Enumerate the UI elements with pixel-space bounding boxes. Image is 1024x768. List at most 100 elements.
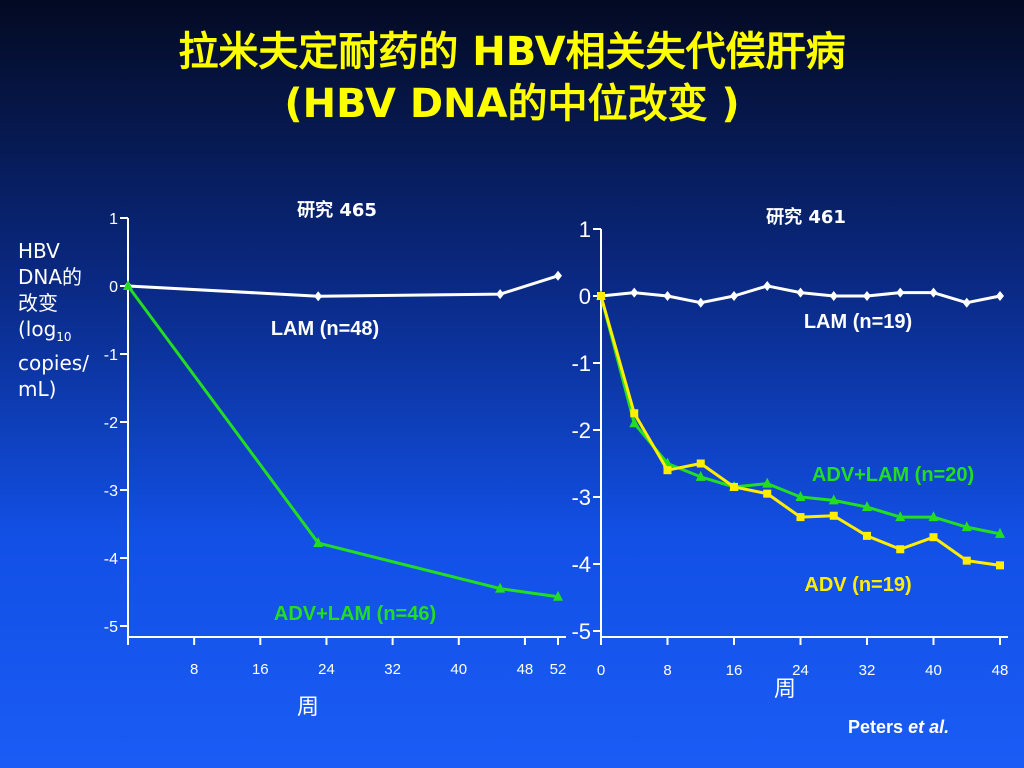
y-axis-label-line3: 改变 (18, 291, 58, 315)
y-tick-label: 0 (109, 279, 118, 296)
data-point-square (829, 511, 838, 520)
y-tick-label: 1 (109, 211, 118, 228)
y-tick-label: -3 (104, 483, 118, 500)
series-label: ADV+LAM (n=20) (812, 464, 974, 486)
data-point-square (730, 482, 738, 491)
data-point-diamond (829, 291, 838, 301)
series-adv-lam: ADV+LAM (n=20) (596, 290, 1005, 538)
y-tick-label: -2 (571, 418, 591, 443)
x-tick-label: 48 (517, 661, 534, 678)
x-axis-title: 周 (297, 695, 319, 720)
data-point-triangle (629, 417, 640, 428)
x-tick-label: 24 (318, 661, 335, 678)
citation-author: Peters (848, 717, 904, 737)
y-axis-label-log: (log (18, 317, 57, 341)
data-point-triangle (695, 470, 706, 481)
data-point-square (896, 545, 905, 554)
data-point-triangle (123, 280, 133, 290)
x-tick-label: 40 (925, 662, 942, 679)
data-point-triangle (553, 590, 563, 601)
data-point-square (962, 556, 971, 565)
y-tick-label: -4 (571, 552, 591, 577)
data-point-diamond (896, 287, 905, 298)
series-line (127, 274, 559, 298)
y-tick-label: -5 (571, 619, 591, 644)
panel-title: 研究 461 (766, 206, 846, 228)
data-point-diamond (696, 297, 705, 308)
y-axis-label-line4: (log10 (18, 316, 100, 350)
data-point-triangle (862, 501, 872, 512)
data-point-triangle (928, 511, 939, 522)
y-tick-label: 1 (579, 217, 591, 242)
y-axis-label-line2: DNA的 (18, 265, 83, 289)
slide-title-line1: 拉米夫定耐药的 HBV相关失代偿肝病 (178, 29, 846, 75)
series-lam: LAM (n=48) (124, 270, 562, 340)
data-point-diamond (730, 291, 738, 301)
series-label: LAM (n=19) (804, 311, 912, 333)
x-tick-label: 32 (859, 662, 876, 679)
data-point-diamond (962, 297, 971, 308)
y-axis-label-line5: copies/ (18, 351, 89, 375)
x-tick-label: 40 (450, 661, 467, 678)
data-point-diamond (796, 287, 805, 298)
x-axis-title: 周 (774, 677, 796, 702)
x-tick-label: 8 (663, 662, 671, 679)
x-tick-label: 32 (384, 661, 401, 678)
y-axis-label-line6: mL) (18, 377, 57, 401)
data-point-square (597, 292, 605, 300)
data-point-diamond (763, 280, 772, 291)
y-tick-label: 0 (579, 284, 591, 309)
series-adv: ADV (n=19) (597, 292, 1004, 596)
series-line (126, 285, 559, 599)
data-point-diamond (554, 270, 562, 281)
chart-2: 1 0 -1 -2 -3 -4 -5 0 8 16 24 32 40 48 研究 461 周 LAM (n=19… (571, 206, 1008, 702)
x-tick-label: 8 (190, 661, 198, 678)
y-tick-label: -4 (104, 551, 118, 568)
y-tick-label: -5 (104, 619, 118, 636)
y-tick-label: -2 (104, 415, 118, 432)
data-point-triangle (995, 527, 1005, 538)
series-label: LAM (n=48) (271, 318, 379, 340)
citation-etal: et al. (908, 717, 950, 737)
data-point-square (763, 489, 772, 498)
series-line (599, 295, 1001, 567)
chart-1: 1 0 -1 -2 -3 -4 -5 8 16 24 32 40 48 52 研究 465 周 LAM (n=4… (104, 199, 567, 720)
x-tick-label: 24 (792, 662, 809, 679)
data-point-diamond (663, 291, 672, 301)
data-point-diamond (929, 287, 938, 298)
data-point-square (929, 533, 938, 542)
x-tick-label: 52 (550, 661, 567, 678)
y-axis-label-line1: HBV (18, 239, 60, 263)
data-point-diamond (630, 287, 639, 298)
y-axis-label-log-base: 10 (56, 330, 72, 344)
data-point-square (663, 466, 672, 475)
x-tick-label: 16 (726, 662, 743, 679)
data-point-diamond (496, 289, 505, 300)
y-tick-label: -1 (571, 351, 591, 376)
series-lam: LAM (n=19) (597, 280, 1004, 333)
data-point-square (630, 409, 639, 418)
data-point-square (796, 513, 805, 522)
x-tick-label: 0 (597, 662, 605, 679)
data-point-triangle (895, 511, 906, 522)
data-point-triangle (828, 494, 839, 505)
data-point-triangle (495, 582, 506, 593)
x-tick-label: 16 (252, 661, 269, 678)
data-point-square (863, 531, 871, 540)
slide-title-line2: (HBV DNA的中位改变 ) (284, 81, 740, 127)
data-point-diamond (863, 291, 871, 301)
series-label: ADV+LAM (n=46) (274, 603, 436, 625)
series-label: ADV (n=19) (804, 574, 911, 596)
y-tick-label: -1 (104, 347, 118, 364)
data-point-triangle (762, 477, 773, 488)
y-tick-label: -3 (571, 485, 591, 510)
panel-title: 研究 465 (297, 199, 377, 221)
data-point-triangle (795, 491, 806, 501)
citation: Peters et al. (848, 717, 949, 738)
data-point-square (696, 459, 705, 468)
data-point-square (996, 561, 1004, 570)
y-axis-label: HBV DNA的 改变 (log10 copies/ mL) (18, 238, 100, 402)
data-point-triangle (961, 521, 972, 532)
series-adv-lam: ADV+LAM (n=46) (123, 280, 563, 625)
